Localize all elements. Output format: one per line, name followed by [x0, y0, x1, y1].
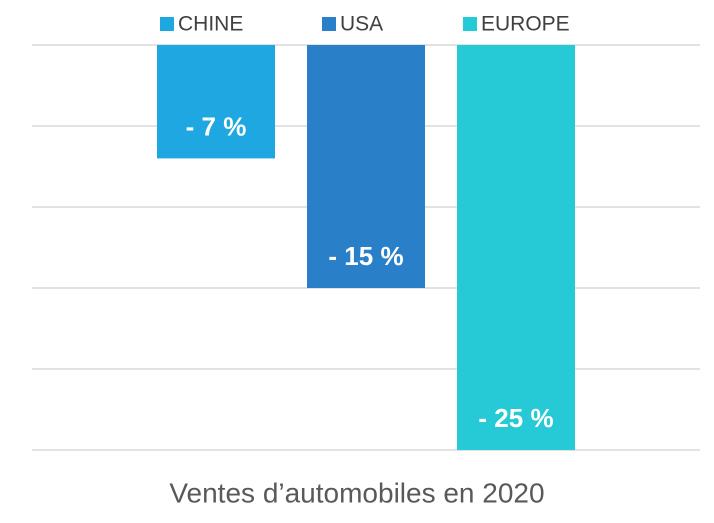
- legend-label: EUROPE: [481, 13, 570, 36]
- bar: [457, 45, 575, 450]
- legend-label: USA: [340, 13, 383, 36]
- data-label: - 15 %: [328, 241, 403, 271]
- bar: [157, 45, 275, 159]
- x-axis-category: Ventes d’automobiles en 2020: [169, 477, 544, 508]
- legend-swatch: [160, 17, 174, 31]
- bar: [307, 45, 425, 288]
- legend-swatch: [322, 17, 336, 31]
- legend-label: CHINE: [178, 13, 243, 36]
- data-label: - 25 %: [478, 403, 553, 433]
- legend-swatch: [463, 17, 477, 31]
- data-label: - 7 %: [186, 111, 247, 141]
